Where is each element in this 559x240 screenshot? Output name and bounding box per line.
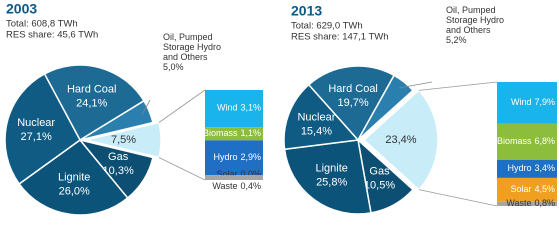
page: 2003 Total: 608,8 TWh RES share: 45,6 TWh H…: [4, 1, 557, 216]
slice-value: 26,0%: [59, 186, 90, 198]
chart-title: 2003: [6, 1, 37, 17]
connector: [158, 157, 206, 181]
pie-slice: [79, 99, 154, 141]
bar-category: Wind: [217, 103, 238, 113]
bar-label: Hydro 2,9%: [213, 152, 261, 162]
slice-value: 23,4%: [385, 134, 416, 146]
bar-value: 4,5%: [534, 184, 555, 194]
slice-value: 24,1%: [76, 97, 107, 109]
chart-subtitle: RES share: 147,1 TWh: [291, 32, 389, 43]
bar-segment: [205, 127, 263, 141]
slice-note: Oil, Pumped Storage Hydro and Others 5,2…: [446, 5, 512, 45]
slice-label: Gas: [369, 166, 390, 178]
bar-value: 0,8%: [534, 198, 555, 208]
bar-value: 3,4%: [534, 163, 555, 173]
bar-segment: [205, 175, 263, 180]
connector: [418, 189, 498, 207]
pie-slice: [307, 65, 396, 142]
bar-label: Solar 0,0%: [216, 170, 261, 180]
bar-label: Biomass 6,8%: [497, 136, 555, 146]
slice-value: 5,2%: [446, 35, 467, 45]
leader-line: [142, 99, 151, 115]
bar-segment: [205, 90, 263, 128]
bar-category: Waste: [212, 182, 237, 192]
connector: [418, 81, 498, 91]
bar-value: 1,1%: [240, 128, 261, 138]
slice-value: 7,5%: [111, 134, 136, 146]
leader-line: [399, 81, 433, 89]
slice-label: Gas: [108, 151, 129, 163]
pie-slice: [283, 139, 372, 215]
bar-category: Solar: [216, 170, 237, 180]
bar-value: 0,0%: [240, 170, 261, 180]
chart-subtitle: RES share: 45,6 TWh: [6, 30, 98, 41]
slice-value: 15,4%: [301, 125, 332, 137]
slice-label: Nuclear: [297, 111, 335, 123]
bar-category: Hydro: [507, 163, 531, 173]
bar-value: 0,4%: [240, 182, 261, 192]
bar-label: Waste 0,4%: [212, 182, 261, 192]
connector: [158, 89, 206, 123]
bar-value: 6,8%: [534, 136, 555, 146]
slice-label: Nuclear: [17, 117, 55, 129]
bar-label: Hydro 3,4%: [507, 163, 555, 173]
bar-label: Waste 0,8%: [506, 198, 555, 208]
bar-value: 2,9%: [240, 152, 261, 162]
slice-value: 25,8%: [316, 177, 347, 189]
bar-segment: [205, 140, 263, 176]
slice-note: Oil, Pumped Storage Hydro and Others 5,0…: [163, 32, 229, 72]
pie-slice: [357, 74, 414, 141]
pie-slice: [283, 83, 360, 151]
bar-value: 3,1%: [240, 103, 261, 113]
chart-subtitle: Total: 608,8 TWh: [6, 19, 78, 30]
bar-segment: [497, 82, 557, 124]
bar-category: Biomass: [497, 136, 532, 146]
pie-slice: [18, 138, 129, 216]
chart-title: 2013: [291, 3, 322, 19]
bar-segment: [497, 159, 557, 178]
pie-slice: [362, 89, 439, 191]
chart-subtitle: Total: 629,0 TWh: [291, 21, 363, 32]
pie-slice: [85, 121, 162, 159]
slice-value: 27,1%: [21, 131, 52, 143]
slice-label: Lignite: [58, 172, 90, 184]
slice-label: Lignite: [315, 163, 347, 175]
slice-label: Oil, Pumped Storage Hydro and Others: [446, 5, 505, 35]
pie-slice: [43, 64, 145, 142]
bar-category: Solar: [510, 184, 531, 194]
bar-category: Wind: [511, 97, 532, 107]
bar-label: Wind 7,9%: [511, 97, 555, 107]
bar-category: Waste: [506, 198, 531, 208]
slice-value: 10,5%: [364, 180, 395, 192]
bar-value: 7,9%: [534, 97, 555, 107]
bar-segment: [497, 201, 557, 206]
bar-category: Hydro: [213, 152, 237, 162]
bar-label: Solar 4,5%: [510, 184, 555, 194]
bar-category: Biomass: [203, 128, 238, 138]
slice-label: Hard Coal: [67, 83, 117, 95]
slice-value: 10,3%: [103, 165, 134, 177]
slice-label: Oil, Pumped Storage Hydro and Others: [163, 32, 222, 62]
slice-value: 19,7%: [338, 97, 369, 109]
bar-segment: [497, 177, 557, 202]
slice-label: Hard Coal: [328, 83, 378, 95]
bar-label: Biomass 1,1%: [203, 128, 261, 138]
slice-value: 5,0%: [163, 62, 184, 72]
pie-slice: [4, 72, 81, 185]
bar-segment: [497, 123, 557, 160]
bar-label: Wind 3,1%: [217, 103, 261, 113]
